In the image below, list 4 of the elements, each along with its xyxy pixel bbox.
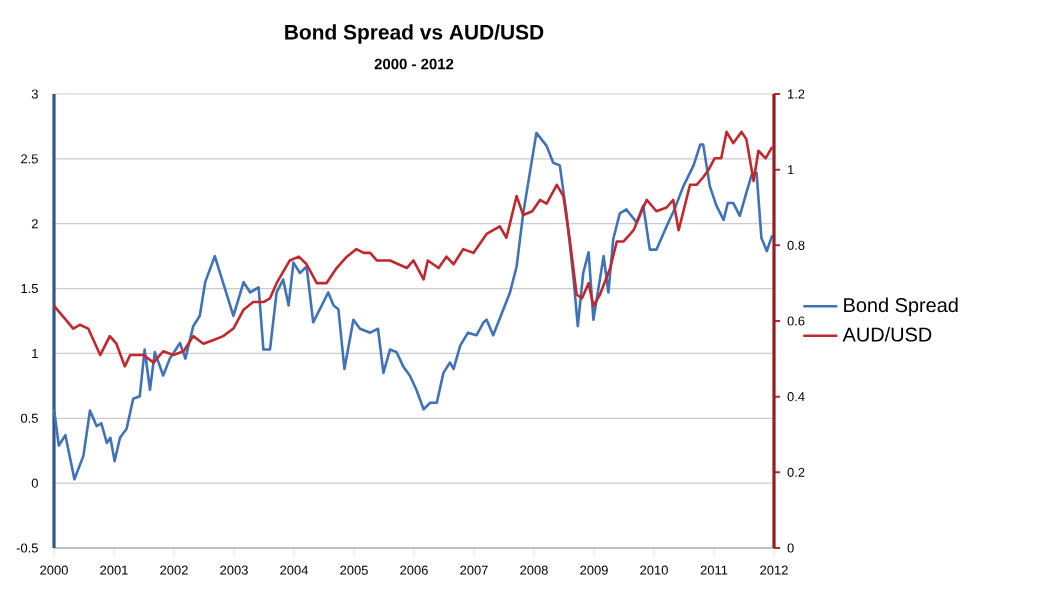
line-series: [52, 130, 774, 368]
legend-label: Bond Spread: [844, 297, 958, 317]
legend-label: AUD/USD: [842, 326, 932, 342]
chart-title: Bond Spread vs AUD/USD: [285, 24, 544, 44]
